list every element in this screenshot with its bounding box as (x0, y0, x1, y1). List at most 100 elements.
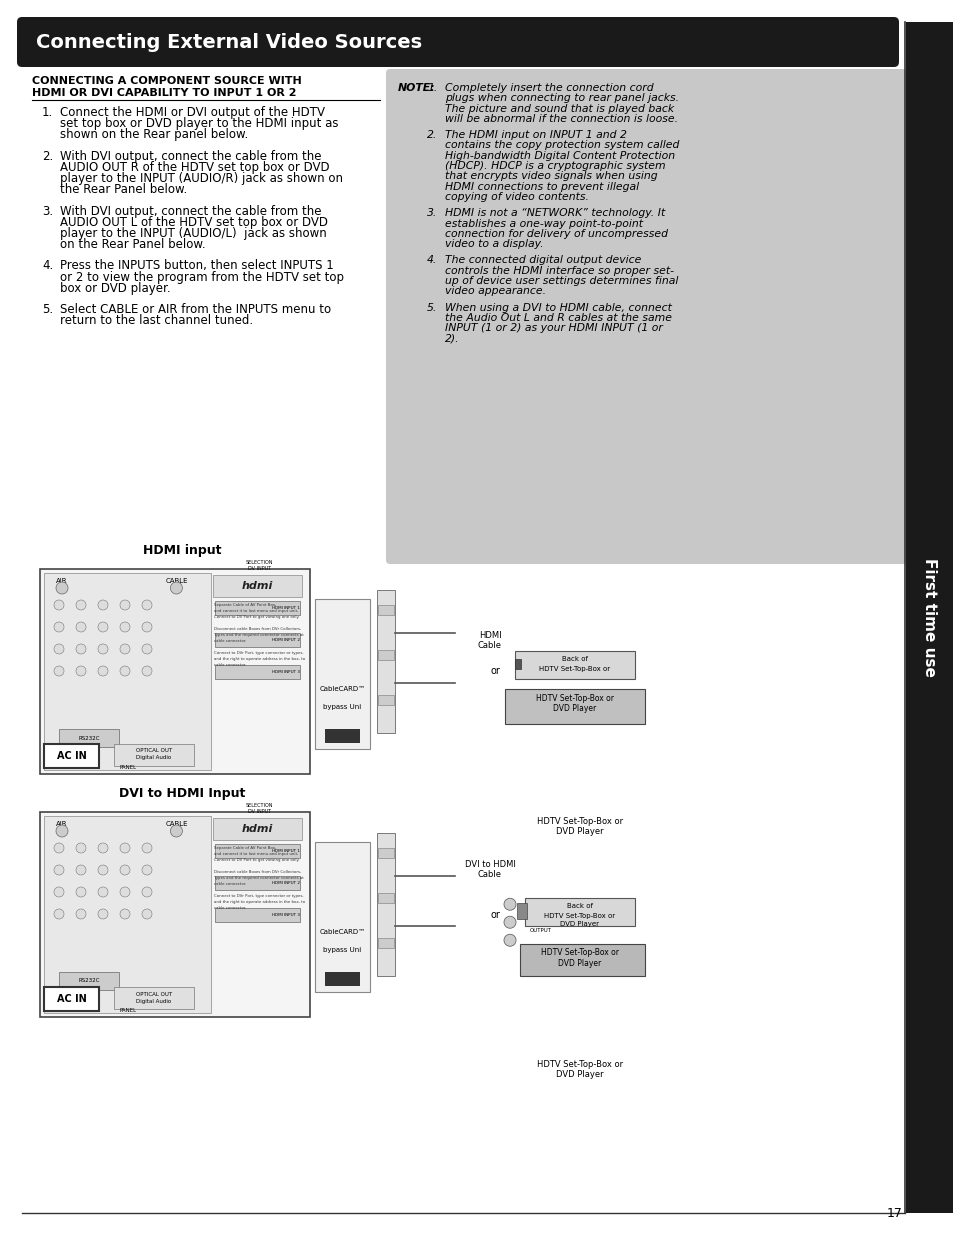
Bar (215, 844, 299, 858)
Text: Separate Cable of AV Point Box,: Separate Cable of AV Point Box, (214, 846, 276, 850)
Text: Digital Audio: Digital Audio (136, 999, 172, 1004)
Text: and connect it to last menu and input unit,: and connect it to last menu and input un… (214, 852, 298, 856)
Text: INPUT (1 or 2) as your HDMI INPUT (1 or: INPUT (1 or 2) as your HDMI INPUT (1 or (444, 324, 662, 333)
Text: establishes a one-way point-to-point: establishes a one-way point-to-point (444, 219, 642, 228)
Circle shape (120, 844, 130, 853)
Text: AC IN: AC IN (57, 751, 87, 761)
Circle shape (142, 643, 152, 655)
Text: The picture and sound that is played back: The picture and sound that is played bac… (444, 104, 674, 114)
Text: OUTPUT: OUTPUT (530, 927, 552, 934)
Bar (215, 601, 299, 615)
Text: CableCARD™: CableCARD™ (319, 685, 365, 692)
Text: up of device user settings determines final: up of device user settings determines fi… (444, 277, 678, 287)
Bar (113, 743, 193, 766)
Bar (113, 987, 193, 1009)
Circle shape (142, 864, 152, 876)
Bar (59, 972, 119, 990)
Text: HDTV Set-Top-Box or: HDTV Set-Top-Box or (538, 666, 610, 672)
Text: Types and the required connector connects at: Types and the required connector connect… (214, 634, 304, 637)
Text: controls the HDMI interface so proper set-: controls the HDMI interface so proper se… (444, 266, 673, 275)
Circle shape (142, 622, 152, 632)
Bar (59, 729, 119, 747)
Text: HDMI is not a “NETWORK” technology. It: HDMI is not a “NETWORK” technology. It (444, 209, 664, 219)
Text: (HDCP). HDCP is a cryptographic system: (HDCP). HDCP is a cryptographic system (444, 161, 665, 172)
Text: video appearance.: video appearance. (444, 287, 545, 296)
Circle shape (98, 844, 108, 853)
Text: Connect the HDMI or DVI output of the HDTV: Connect the HDMI or DVI output of the HD… (60, 106, 325, 119)
Text: First time use: First time use (922, 558, 937, 677)
Text: HDTV Set-Top-Box or: HDTV Set-Top-Box or (544, 913, 615, 919)
Bar (213, 818, 302, 840)
Text: cable connector.: cable connector. (214, 663, 247, 667)
Text: Completely insert the connection cord: Completely insert the connection cord (444, 83, 653, 93)
Text: or: or (490, 909, 499, 920)
Circle shape (120, 887, 130, 897)
Text: HDMI
Cable: HDMI Cable (477, 631, 501, 651)
Bar (314, 599, 370, 748)
Bar (376, 832, 395, 976)
Text: Separate Cable of AV Point Box,: Separate Cable of AV Point Box, (214, 603, 276, 606)
Circle shape (120, 666, 130, 676)
Text: video to a display.: video to a display. (444, 240, 543, 249)
Text: Press the INPUTS button, then select INPUTS 1: Press the INPUTS button, then select INP… (60, 259, 334, 273)
Text: Back of: Back of (566, 903, 593, 909)
Text: hdmi: hdmi (242, 824, 274, 834)
Text: 17: 17 (886, 1207, 902, 1220)
Text: 5.: 5. (42, 303, 53, 316)
Text: HDMI input: HDMI input (143, 543, 221, 557)
Text: The connected digital output device: The connected digital output device (444, 256, 640, 266)
Text: 4.: 4. (427, 256, 436, 266)
Text: AUDIO OUT L of the HDTV set top box or DVD: AUDIO OUT L of the HDTV set top box or D… (60, 216, 328, 228)
Text: set top box or DVD player to the HDMI input as: set top box or DVD player to the HDMI in… (60, 117, 338, 130)
Text: 2.: 2. (42, 149, 53, 163)
Text: return to the last channel tuned.: return to the last channel tuned. (60, 314, 253, 327)
Bar (213, 576, 302, 597)
Text: connection for delivery of uncompressed: connection for delivery of uncompressed (444, 228, 667, 238)
Text: bypass Uni: bypass Uni (323, 704, 361, 710)
Bar (515, 659, 520, 669)
Text: HDTV Set-Top-Box or
DVD Player: HDTV Set-Top-Box or DVD Player (540, 948, 618, 967)
Text: DVD Player: DVD Player (560, 921, 598, 927)
Bar (215, 876, 299, 890)
Text: or: or (490, 667, 499, 677)
Circle shape (142, 600, 152, 610)
Circle shape (120, 622, 130, 632)
Text: Connect to DVr Port, type connector or types,: Connect to DVr Port, type connector or t… (214, 894, 304, 898)
Bar (44, 573, 212, 769)
Circle shape (120, 600, 130, 610)
FancyBboxPatch shape (386, 69, 906, 564)
Bar (524, 898, 635, 926)
Bar (215, 634, 299, 647)
Bar (377, 650, 394, 659)
Bar (377, 939, 394, 948)
Text: CONNECTING A COMPONENT SOURCE WITH: CONNECTING A COMPONENT SOURCE WITH (32, 77, 301, 86)
Text: DVI to HDMI Input: DVI to HDMI Input (119, 787, 245, 800)
Circle shape (98, 600, 108, 610)
Bar (44, 987, 99, 1011)
Text: on the Rear Panel below.: on the Rear Panel below. (60, 238, 206, 251)
Bar (44, 743, 99, 768)
Circle shape (54, 622, 64, 632)
Text: 5.: 5. (427, 303, 436, 312)
Text: With DVI output, connect the cable from the: With DVI output, connect the cable from … (60, 149, 321, 163)
Text: AIR: AIR (56, 821, 68, 827)
Bar (376, 589, 395, 734)
Circle shape (54, 643, 64, 655)
Text: box or DVD player.: box or DVD player. (60, 282, 171, 295)
Text: player to the INPUT (AUDIO/R) jack as shown on: player to the INPUT (AUDIO/R) jack as sh… (60, 172, 343, 185)
Text: SELECTION
DV INPUT: SELECTION DV INPUT (246, 803, 274, 814)
Text: HDTV Set-Top-Box or
DVD Player: HDTV Set-Top-Box or DVD Player (537, 1060, 622, 1079)
Circle shape (76, 643, 86, 655)
Circle shape (56, 825, 68, 837)
Text: Select CABLE or AIR from the INPUTS menu to: Select CABLE or AIR from the INPUTS menu… (60, 303, 331, 316)
Text: Connecting External Video Sources: Connecting External Video Sources (36, 32, 421, 52)
Circle shape (120, 864, 130, 876)
Text: 1.: 1. (42, 106, 53, 119)
Text: and the right to operate address in the box, to: and the right to operate address in the … (214, 900, 305, 904)
Text: RS232C: RS232C (78, 736, 100, 741)
Bar (40, 811, 310, 1016)
Bar (515, 651, 635, 679)
FancyBboxPatch shape (17, 17, 898, 67)
Bar (504, 689, 644, 724)
Text: HDMI INPUT 1: HDMI INPUT 1 (272, 848, 299, 853)
